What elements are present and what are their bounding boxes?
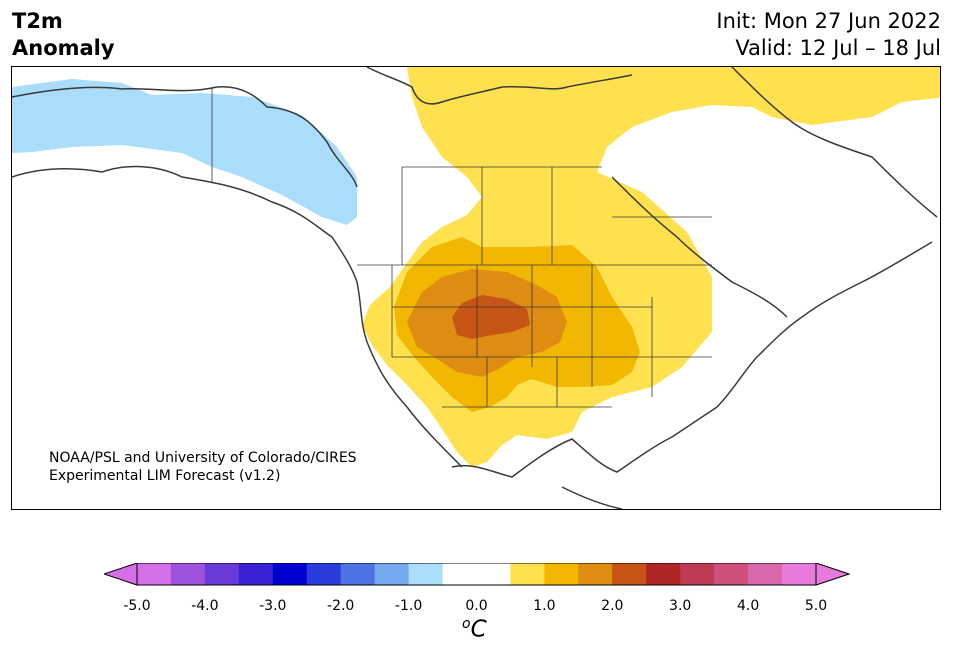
degree-symbol: o — [462, 616, 471, 632]
colorbar-ticks: -5.0 -4.0 -3.0 -2.0 -1.0 0.0 1.0 2.0 3.0 4.0 5.0 — [0, 598, 953, 618]
anomaly-map — [12, 67, 940, 509]
colorbar-cell — [238, 563, 274, 585]
valid-date: Valid: 12 Jul – 18 Jul — [735, 36, 941, 60]
colorbar-tick-label: 2.0 — [601, 598, 624, 614]
colorbar-cell — [442, 563, 477, 585]
colorbar-cell — [137, 563, 172, 585]
variable-label: T2m — [12, 9, 63, 33]
credit-text: NOAA/PSL and University of Colorado/CIRE… — [49, 449, 357, 485]
colorbar-cells — [137, 563, 817, 585]
colorbar-tick-label: 5.0 — [804, 598, 828, 614]
colorbar-cell — [782, 563, 817, 585]
colorbar-tick-label: 0.0 — [465, 598, 488, 614]
init-date: Init: Mon 27 Jun 2022 — [716, 9, 941, 33]
colorbar-cell — [544, 563, 579, 585]
colorbar-cell — [646, 563, 681, 585]
field-label: Anomaly — [12, 36, 115, 60]
coastlines — [12, 67, 938, 509]
colorbar-cell — [680, 563, 715, 585]
credit-line-2: Experimental LIM Forecast (v1.2) — [49, 468, 281, 484]
colorbar-tick-label: 1.0 — [533, 598, 556, 614]
warm-anomaly-2-2.5 — [452, 295, 530, 339]
colorbar-cell — [374, 563, 410, 585]
colorbar-tick-label: -4.0 — [191, 598, 219, 614]
forecast-dates: Init: Mon 27 Jun 2022 Valid: 12 Jul – 18… — [716, 8, 941, 62]
political-borders — [211, 87, 712, 408]
colorbar-tick-label: 3.0 — [669, 598, 692, 614]
colorbar-under-arrow — [104, 563, 138, 586]
colorbar-cell — [476, 563, 511, 585]
colorbar-tick-label: 4.0 — [736, 598, 760, 614]
colorbar-tick-label: -3.0 — [259, 598, 287, 614]
colorbar-cell — [612, 563, 647, 585]
colorbar — [104, 563, 850, 586]
colorbar-cell — [340, 563, 376, 585]
colorbar-cell — [510, 563, 545, 585]
colorbar-over-arrow — [815, 563, 850, 586]
unit-letter: C — [470, 616, 487, 643]
colorbar-cell — [714, 563, 749, 585]
colorbar-cell — [578, 563, 613, 585]
colorbar-cell — [272, 563, 308, 585]
credit-line-1: NOAA/PSL and University of Colorado/CIRE… — [49, 450, 357, 466]
colorbar-cell — [204, 563, 240, 585]
unit-label: oC — [462, 616, 487, 643]
cold-anomaly-region — [12, 79, 357, 225]
colorbar-outline — [136, 563, 817, 586]
colorbar-cell — [170, 563, 206, 585]
map-panel: NOAA/PSL and University of Colorado/CIRE… — [11, 66, 941, 510]
colorbar-cell — [408, 563, 444, 585]
colorbar-tick-label: -1.0 — [394, 598, 423, 614]
map-title: T2m Anomaly — [12, 8, 115, 62]
colorbar-cell — [748, 563, 783, 585]
colorbar-tick-label: -2.0 — [327, 598, 355, 614]
colorbar-cell — [306, 563, 342, 585]
colorbar-tick-label: -5.0 — [123, 598, 151, 614]
